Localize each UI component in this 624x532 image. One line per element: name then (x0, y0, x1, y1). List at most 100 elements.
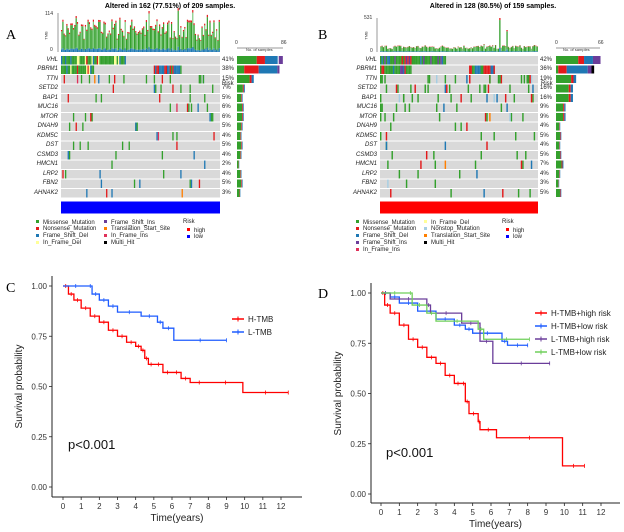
mutation-cell (384, 56, 386, 65)
tmb-bar-seg (136, 49, 138, 52)
tmb-bar (136, 34, 138, 50)
mutation-cell (159, 94, 161, 103)
side-bar-seg (568, 84, 571, 93)
side-bar-seg (556, 189, 560, 197)
tmb-bar-seg (193, 48, 195, 52)
mutation-cell (400, 65, 402, 74)
tmb-bar-seg (75, 16, 77, 19)
tmb-bar-seg (168, 20, 170, 23)
tmb-bar (123, 36, 125, 51)
x-axis-title: Time(years) (151, 513, 204, 524)
gene-percent: 41% (222, 56, 235, 63)
mutation-cell (380, 113, 382, 122)
tmb-bar (533, 45, 535, 52)
tmb-bar-seg (385, 51, 388, 52)
gene-row-bg (380, 84, 538, 93)
mutation-cell (390, 122, 392, 131)
legend-label: In_Frame_Ins (111, 233, 149, 240)
side-bar-seg (277, 65, 280, 74)
mutation-cell (400, 56, 402, 65)
tmb-bar-seg (209, 20, 211, 23)
km-plot-c (49, 276, 302, 500)
mutation-cell (405, 179, 408, 188)
tmb-bar (493, 48, 495, 52)
side-max-a: 86 (281, 40, 287, 46)
mutation-cell (480, 132, 482, 141)
tmb-bar (168, 22, 170, 49)
tmb-bar-seg (210, 49, 212, 52)
tmb-bar-seg (182, 29, 185, 32)
tmb-bar-seg (411, 51, 413, 52)
tmb-bar-seg (108, 30, 110, 32)
x-tick-label: 0 (61, 502, 66, 511)
side-bar-seg (237, 113, 243, 121)
x-tick-label: 10 (240, 502, 249, 511)
tmb-bar-seg (124, 48, 126, 52)
mutation-cell (433, 151, 435, 160)
tmb-bar (496, 49, 498, 52)
tmb-bar-seg (504, 51, 507, 52)
tmb-bar (450, 48, 452, 52)
mutation-cell (173, 65, 175, 74)
tmb-bar-seg (98, 48, 100, 52)
tmb-bar-seg (532, 51, 534, 52)
side-bar-seg (237, 94, 242, 102)
side-bar-seg (256, 56, 265, 64)
tmb-bar-seg (84, 24, 87, 27)
mutation-cell (100, 179, 103, 188)
gene-row-bg (380, 179, 538, 188)
side-bar-seg (243, 84, 245, 93)
tmb-bar (525, 47, 527, 52)
legend-item: In_Frame_Ins (356, 247, 400, 253)
mutation-cell (402, 94, 405, 103)
tmb-bar (185, 37, 187, 51)
gene-row-bg (61, 84, 220, 93)
tmb-bar (76, 23, 79, 49)
tmb-bar (466, 48, 468, 52)
tmb-bar-seg (116, 50, 118, 52)
mutation-cell (499, 75, 501, 84)
mutation-cell (446, 84, 448, 93)
mutation-cell (190, 179, 193, 188)
tmb-bar-seg (210, 34, 212, 36)
mutation-cell (500, 75, 503, 84)
side-bar-seg (562, 160, 564, 169)
tmb-bar-seg (143, 48, 145, 52)
tmb-bar-seg (392, 51, 395, 52)
mutation-cell (121, 141, 124, 150)
gene-label: AHNAK2 (33, 189, 58, 196)
tmb-bar-seg (76, 48, 79, 52)
tmb-bar (119, 19, 121, 48)
mutation-cell (72, 65, 75, 74)
legend-item: Missense_Mutation (36, 220, 95, 226)
mutation-cell (489, 65, 491, 74)
mutation-cell (102, 56, 104, 65)
tmb-bar-seg (188, 48, 190, 52)
tmb-bar-seg (99, 20, 101, 22)
tmb-bar-seg (198, 38, 200, 40)
risk-legend-item: high (506, 228, 524, 234)
tmb-bar-seg (63, 33, 65, 35)
mutation-cell (381, 65, 383, 74)
gene-row-bg (61, 160, 220, 169)
mutation-cell (161, 65, 164, 74)
mutation-cell (395, 56, 398, 65)
tmb-bar (103, 23, 105, 49)
gene-row-bg (380, 56, 538, 65)
side-bar-seg (570, 94, 573, 102)
mutation-cell (480, 151, 482, 160)
mutation-cell (156, 132, 158, 141)
mutation-cell (493, 132, 495, 141)
legend-item: Translation_Start_Site (424, 233, 490, 239)
survival-curve-h-tmb-high-risk (381, 292, 585, 467)
side-bar-seg (556, 160, 562, 169)
mutation-cell (497, 75, 500, 84)
tmb-min-a: 0 (50, 47, 53, 53)
mutation-cell (431, 56, 434, 65)
tmb-bar (434, 48, 436, 52)
mutation-cell (153, 75, 156, 84)
gene-row-bg (380, 65, 538, 74)
risk-bar (61, 201, 220, 214)
tmb-bar-seg (181, 36, 183, 38)
oncoplot-a (57, 8, 283, 214)
